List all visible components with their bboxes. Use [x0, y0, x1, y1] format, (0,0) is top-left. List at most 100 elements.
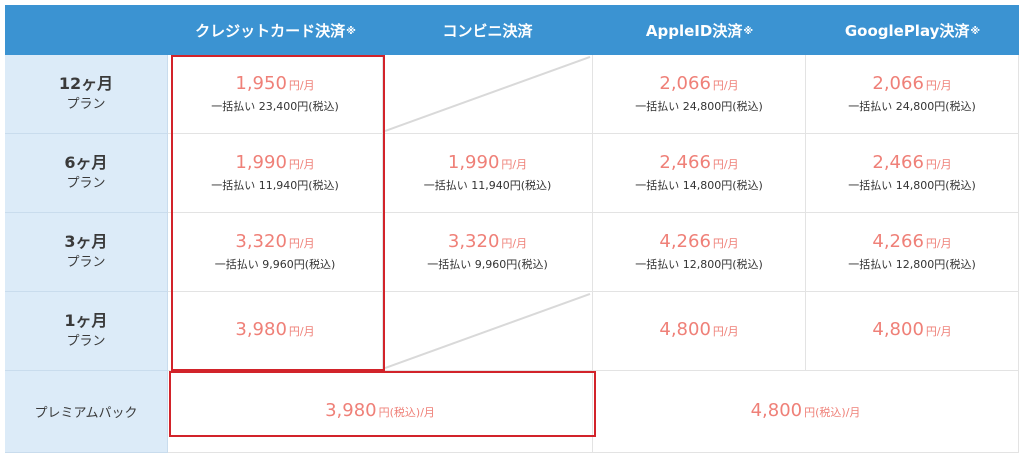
price-unit: 円(税込)/月 — [378, 405, 435, 419]
header-google-play: GooglePlay決済 ※ — [806, 5, 1019, 55]
plan-word: プラン — [66, 97, 106, 112]
monthly-price: 4,266 円/月 — [659, 230, 738, 256]
monthly-price: 1,950 円/月 — [235, 72, 314, 98]
plan-word: プラン — [66, 176, 106, 191]
price-cell-credit-6m: 1,990 円/月 一括払い 11,940円(税込) — [168, 134, 383, 213]
price-cell-convenience-6m: 1,990 円/月 一括払い 11,940円(税込) — [383, 134, 593, 213]
header-corner — [5, 5, 168, 55]
monthly-price: 3,980 円/月 — [235, 318, 314, 344]
header-apple-id: AppleID決済 ※ — [593, 5, 806, 55]
price-unit: 円/月 — [712, 79, 739, 92]
price-cell-credit-3m: 3,320 円/月 一括払い 9,960円(税込) — [168, 213, 383, 292]
plan-word: プラン — [66, 334, 106, 349]
price-value: 2,066 — [659, 73, 711, 94]
price-unit: 円/月 — [712, 237, 739, 250]
unavailable-slash — [384, 56, 591, 132]
price-unit: 円/月 — [288, 79, 315, 92]
plan-label-6-months: 6ヶ月 プラン — [5, 134, 168, 213]
price-cell-google-1m: 4,800 円/月 — [806, 292, 1019, 371]
price-value: 1,990 — [447, 152, 500, 173]
price-cell-google-12m: 2,066 円/月 一括払い 24,800円(税込) — [806, 55, 1019, 134]
monthly-price: 2,066 円/月 — [872, 72, 951, 98]
plan-name: プレミアムパック — [34, 406, 138, 421]
price-cell-convenience-12m-unavailable — [383, 55, 593, 134]
header-label: GooglePlay決済 — [844, 21, 970, 40]
price-cell-convenience-1m-unavailable — [383, 292, 593, 371]
price-value: 1,990 — [235, 152, 287, 173]
unavailable-slash — [384, 293, 591, 369]
plan-label-3-months: 3ヶ月 プラン — [5, 213, 168, 292]
monthly-price: 4,266 円/月 — [872, 230, 951, 256]
header-label: コンビニ決済 — [442, 21, 533, 40]
price-value: 2,466 — [659, 152, 711, 173]
price-value: 4,800 — [750, 399, 803, 421]
pricing-table: クレジットカード決済 ※ コンビニ決済 AppleID決済 ※ GooglePlay… — [5, 5, 1019, 453]
plan-label-12-months: 12ヶ月 プラン — [5, 55, 168, 134]
price-value: 2,066 — [872, 73, 924, 94]
plan-word: プラン — [66, 255, 106, 270]
price-unit: 円/月 — [288, 325, 315, 338]
monthly-price: 1,990 円/月 — [448, 151, 527, 177]
price-cell-google-6m: 2,466 円/月 一括払い 14,800円(税込) — [806, 134, 1019, 213]
price-cell-premium-apple-google: 4,800 円(税込)/月 — [593, 371, 1019, 453]
lump-sum-price: 一括払い 9,960円(税込) — [427, 258, 548, 271]
plan-label-1-month: 1ヶ月 プラン — [5, 292, 168, 371]
plan-label-premium-pack: プレミアムパック — [5, 371, 168, 453]
price-unit: 円/月 — [712, 158, 739, 171]
monthly-price: 2,466 円/月 — [659, 151, 738, 177]
plan-duration: 3ヶ月 — [64, 232, 108, 251]
monthly-price: 2,466 円/月 — [872, 151, 951, 177]
price-unit: 円/月 — [925, 79, 952, 92]
monthly-price: 3,320 円/月 — [235, 230, 314, 256]
note-mark: ※ — [743, 25, 754, 37]
price-cell-credit-1m: 3,980 円/月 — [168, 292, 383, 371]
plan-duration: 1ヶ月 — [64, 311, 108, 330]
price-value: 1,950 — [235, 73, 287, 94]
price-cell-premium-credit-convenience: 3,980 円(税込)/月 — [168, 371, 593, 453]
price-cell-google-3m: 4,266 円/月 一括払い 12,800円(税込) — [806, 213, 1019, 292]
price-unit: 円/月 — [501, 158, 528, 171]
price-unit: 円/月 — [288, 237, 315, 250]
lump-sum-price: 一括払い 12,800円(税込) — [848, 258, 976, 271]
price-value: 3,980 — [235, 319, 287, 340]
price-unit: 円/月 — [288, 158, 315, 171]
header-label: クレジットカード決済 — [195, 21, 346, 40]
plan-duration: 6ヶ月 — [64, 153, 108, 172]
price-value: 3,320 — [447, 231, 500, 252]
price-cell-apple-6m: 2,466 円/月 一括払い 14,800円(税込) — [593, 134, 806, 213]
monthly-price: 2,066 円/月 — [659, 72, 738, 98]
lump-sum-price: 一括払い 14,800円(税込) — [848, 179, 976, 192]
price-value: 3,980 — [325, 399, 377, 421]
lump-sum-price: 一括払い 12,800円(税込) — [635, 258, 763, 271]
header-convenience-store: コンビニ決済 — [383, 5, 593, 55]
lump-sum-price: 一括払い 14,800円(税込) — [635, 179, 763, 192]
price-unit: 円/月 — [925, 325, 952, 338]
monthly-price: 4,800 円/月 — [659, 318, 738, 344]
note-mark: ※ — [346, 25, 356, 37]
lump-sum-price: 一括払い 24,800円(税込) — [635, 100, 763, 113]
price-value: 4,266 — [659, 231, 711, 252]
price-unit: 円/月 — [925, 158, 952, 171]
lump-sum-price: 一括払い 24,800円(税込) — [848, 100, 976, 113]
plan-duration: 12ヶ月 — [58, 74, 114, 93]
note-mark: ※ — [970, 25, 981, 37]
price-cell-apple-3m: 4,266 円/月 一括払い 12,800円(税込) — [593, 213, 806, 292]
price-cell-apple-1m: 4,800 円/月 — [593, 292, 806, 371]
monthly-price: 3,980 円(税込)/月 — [325, 399, 435, 425]
monthly-price: 3,320 円/月 — [448, 230, 527, 256]
monthly-price: 1,990 円/月 — [235, 151, 314, 177]
lump-sum-price: 一括払い 11,940円(税込) — [211, 179, 339, 192]
lump-sum-price: 一括払い 9,960円(税込) — [214, 258, 336, 271]
price-unit: 円/月 — [501, 237, 528, 250]
header-credit-card: クレジットカード決済 ※ — [168, 5, 383, 55]
price-value: 3,320 — [235, 231, 287, 252]
price-value: 4,266 — [872, 231, 924, 252]
monthly-price: 4,800 円/月 — [872, 318, 951, 344]
monthly-price: 4,800 円(税込)/月 — [751, 399, 861, 425]
header-label: AppleID決済 — [645, 21, 743, 40]
lump-sum-price: 一括払い 23,400円(税込) — [211, 100, 339, 113]
price-cell-convenience-3m: 3,320 円/月 一括払い 9,960円(税込) — [383, 213, 593, 292]
price-value: 4,800 — [659, 319, 711, 340]
price-value: 2,466 — [872, 152, 924, 173]
price-unit: 円(税込)/月 — [804, 405, 861, 419]
